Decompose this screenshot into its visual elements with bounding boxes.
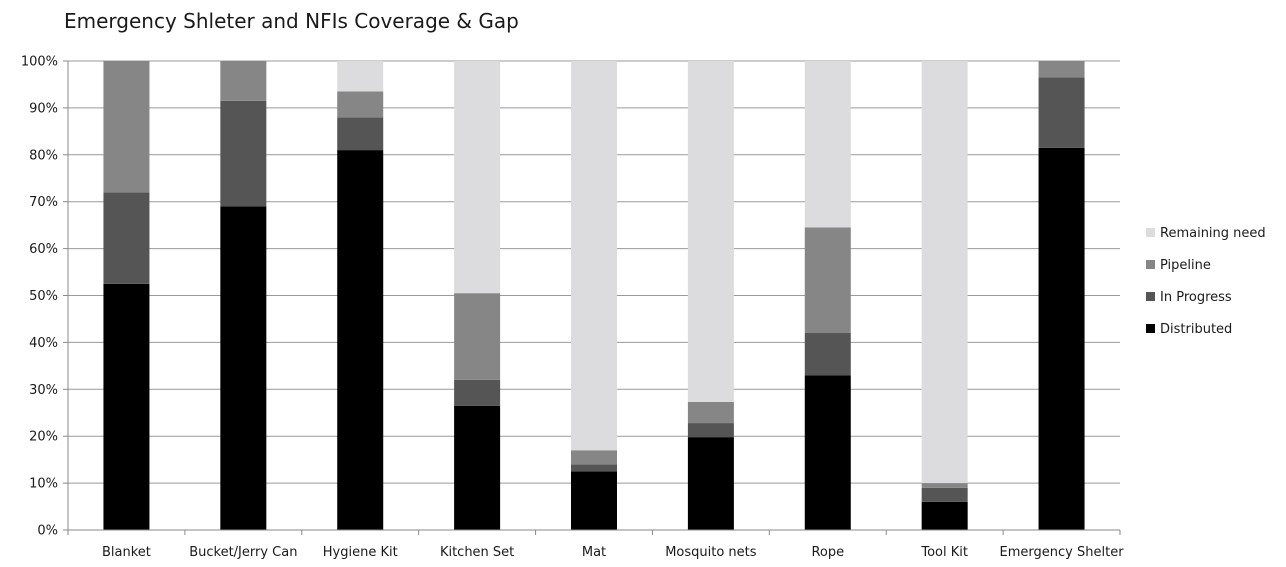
bar-7-series-2 [921,483,968,488]
x-category-label-0: Blanket [102,545,151,560]
bar-6-series-2 [804,227,851,334]
y-tick-label-1: 10% [29,477,58,492]
x-category-label-4: Mat [582,545,606,560]
bar-5-series-2 [687,401,734,424]
bar-0-series-1 [103,192,150,284]
legend-label-2: In Progress [1160,290,1232,305]
x-category-label-6: Rope [811,545,844,560]
legend-label-3: Distributed [1160,322,1232,337]
x-axis-category-labels: Blanket Bucket/Jerry Can Hygiene Kit Kitche… [102,545,1124,560]
bar-3-series-0 [454,405,501,530]
bar-2-series-1 [337,117,384,151]
bar-1-series-0 [220,206,267,530]
x-category-label-3: Kitchen Set [440,545,514,560]
bar-6-series-1 [804,333,851,376]
bar-6-series-3 [804,61,851,228]
bar-3-series-1 [454,379,501,406]
bar-1-series-2 [220,61,267,101]
bar-5-series-3 [687,61,734,402]
y-axis-tick-labels: 0% 10% 20% 30% 40% 50% 60% 70% 80% 90% 100% [21,55,58,539]
bar-4-series-2 [571,450,617,465]
x-category-label-5: Mosquito nets [665,545,757,560]
y-tick-label-6: 60% [29,242,58,257]
y-tick-label-3: 30% [29,383,58,398]
y-tick-label-4: 40% [29,336,58,351]
bar-4-series-0 [571,471,617,530]
bar-2-series-0 [337,150,384,531]
legend-swatch-1 [1146,260,1155,269]
y-tick-label-2: 20% [29,430,58,445]
bar-6-series-0 [804,375,851,530]
bar-0-series-0 [103,283,150,530]
y-tick-label-7: 70% [29,195,58,210]
bar-2-series-2 [337,91,384,118]
y-tick-label-10: 100% [21,55,58,70]
bars [103,61,1085,531]
bar-2-series-3 [337,61,384,92]
bar-5-series-1 [687,423,734,438]
axes [63,60,1121,535]
bar-3-series-3 [454,61,501,294]
bar-5-series-0 [687,437,734,530]
bar-8-series-1 [1038,77,1085,148]
legend-swatch-2 [1146,292,1155,301]
bar-3-series-2 [454,293,501,380]
bar-7-series-0 [921,501,968,530]
legend-swatch-0 [1146,228,1155,237]
legend: Remaining need Pipeline In Progress Distrib… [1146,226,1266,337]
y-tick-label-8: 80% [29,148,58,163]
legend-label-0: Remaining need [1160,226,1266,241]
y-tick-label-0: 0% [37,524,58,539]
y-tick-label-9: 90% [29,101,58,116]
legend-swatch-3 [1146,324,1155,333]
bar-7-series-3 [921,61,968,484]
x-category-label-7: Tool Kit [920,545,968,560]
chart-title: Emergency Shleter and NFIs Coverage & Ga… [64,9,519,33]
bar-4-series-1 [571,464,617,472]
bar-0-series-2 [103,61,150,193]
bar-4-series-3 [571,61,617,451]
legend-label-1: Pipeline [1160,258,1211,273]
bar-1-series-1 [220,100,267,207]
bar-8-series-2 [1038,61,1085,78]
x-category-label-2: Hygiene Kit [323,545,398,560]
x-category-label-1: Bucket/Jerry Can [189,545,297,560]
bar-7-series-1 [921,487,968,502]
bar-8-series-0 [1038,147,1085,530]
y-tick-label-5: 50% [29,289,58,304]
x-category-label-8: Emergency Shelter [1000,545,1125,560]
